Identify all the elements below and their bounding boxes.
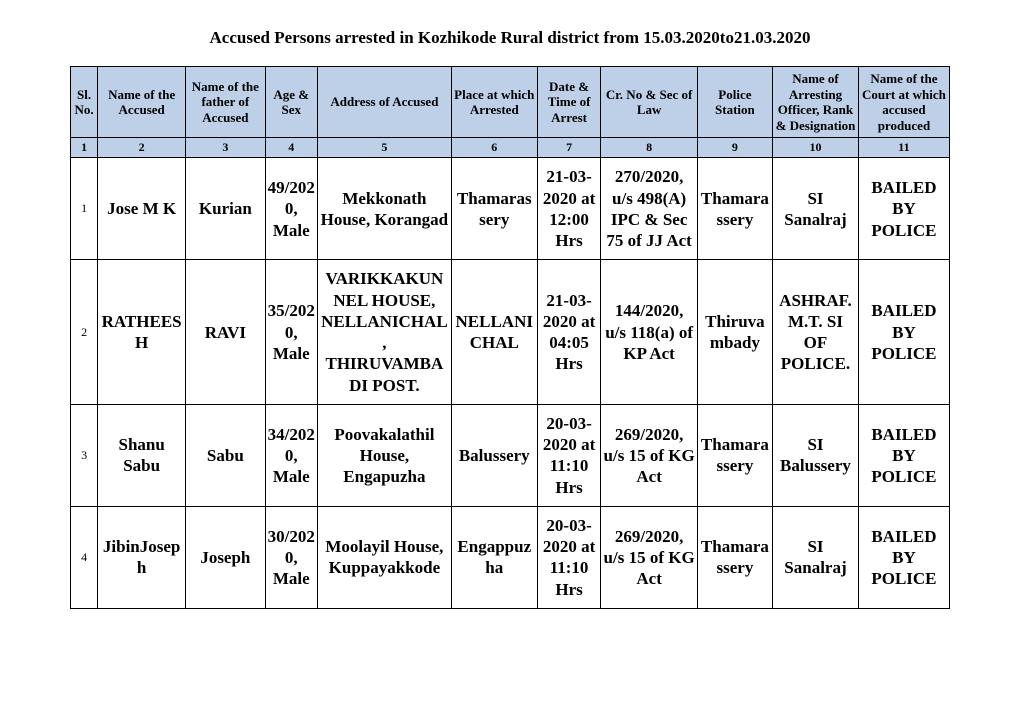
col-num: 7 (537, 138, 601, 158)
cell-court: BAILED BY POLICE (858, 506, 949, 608)
col-num: 5 (317, 138, 451, 158)
cell-sl: 2 (71, 260, 98, 405)
cell-name: Jose M K (98, 158, 186, 260)
col-num: 8 (601, 138, 697, 158)
cell-father: Joseph (186, 506, 266, 608)
col-header-crno: Cr. No & Sec of Law (601, 67, 697, 138)
cell-sl: 3 (71, 404, 98, 506)
col-num: 10 (773, 138, 859, 158)
col-header-officer: Name of Arresting Officer, Rank & Design… (773, 67, 859, 138)
col-header-sl: Sl. No. (71, 67, 98, 138)
col-num: 6 (451, 138, 537, 158)
cell-place: Engappuzha (451, 506, 537, 608)
cell-court: BAILED BY POLICE (858, 260, 949, 405)
table-row: 3 Shanu Sabu Sabu 34/2020, Male Poovakal… (71, 404, 950, 506)
col-num: 4 (265, 138, 317, 158)
cell-date: 21-03-2020 at 12:00 Hrs (537, 158, 601, 260)
page-title: Accused Persons arrested in Kozhikode Ru… (70, 28, 950, 48)
cell-sl: 4 (71, 506, 98, 608)
col-num: 2 (98, 138, 186, 158)
col-num: 9 (697, 138, 772, 158)
col-header-father: Name of the father of Accused (186, 67, 266, 138)
cell-age: 35/2020, Male (265, 260, 317, 405)
cell-father: Sabu (186, 404, 266, 506)
cell-age: 49/2020, Male (265, 158, 317, 260)
cell-court: BAILED BY POLICE (858, 404, 949, 506)
cell-address: Mekkonath House, Korangad (317, 158, 451, 260)
table-row: 4 JibinJoseph Joseph 30/2020, Male Moola… (71, 506, 950, 608)
cell-date: 21-03-2020 at 04:05 Hrs (537, 260, 601, 405)
col-header-address: Address of Accused (317, 67, 451, 138)
cell-station: Thamarassery (697, 158, 772, 260)
cell-age: 30/2020, Male (265, 506, 317, 608)
table-row: 2 RATHEESH RAVI 35/2020, Male VARIKKAKUN… (71, 260, 950, 405)
table-row: 1 Jose M K Kurian 49/2020, Male Mekkonat… (71, 158, 950, 260)
col-header-place: Place at which Arrested (451, 67, 537, 138)
cell-officer: SI Sanalraj (773, 506, 859, 608)
col-num: 3 (186, 138, 266, 158)
cell-address: VARIKKAKUNNEL HOUSE, NELLANICHAL, THIRUV… (317, 260, 451, 405)
cell-date: 20-03-2020 at 11:10 Hrs (537, 506, 601, 608)
cell-father: RAVI (186, 260, 266, 405)
cell-officer: SI Sanalraj (773, 158, 859, 260)
cell-age: 34/2020, Male (265, 404, 317, 506)
cell-name: JibinJoseph (98, 506, 186, 608)
cell-address: Poovakalathil House, Engapuzha (317, 404, 451, 506)
cell-name: Shanu Sabu (98, 404, 186, 506)
cell-crno: 144/2020, u/s 118(a) of KP Act (601, 260, 697, 405)
table-num-row: 1 2 3 4 5 6 7 8 9 10 11 (71, 138, 950, 158)
cell-address: Moolayil House, Kuppayakkode (317, 506, 451, 608)
cell-date: 20-03-2020 at 11:10 Hrs (537, 404, 601, 506)
col-header-age: Age & Sex (265, 67, 317, 138)
cell-father: Kurian (186, 158, 266, 260)
col-header-date: Date & Time of Arrest (537, 67, 601, 138)
col-num: 1 (71, 138, 98, 158)
cell-place: NELLANICHAL (451, 260, 537, 405)
cell-officer: ASHRAF. M.T. SI OF POLICE. (773, 260, 859, 405)
cell-court: BAILED BY POLICE (858, 158, 949, 260)
cell-crno: 270/2020, u/s 498(A) IPC & Sec 75 of JJ … (601, 158, 697, 260)
cell-station: Thiruvambady (697, 260, 772, 405)
col-header-court: Name of the Court at which accused produ… (858, 67, 949, 138)
col-header-name: Name of the Accused (98, 67, 186, 138)
cell-crno: 269/2020, u/s 15 of KG Act (601, 404, 697, 506)
cell-place: Thamarassery (451, 158, 537, 260)
cell-name: RATHEESH (98, 260, 186, 405)
col-header-station: Police Station (697, 67, 772, 138)
cell-crno: 269/2020, u/s 15 of KG Act (601, 506, 697, 608)
cell-station: Thamarassery (697, 404, 772, 506)
cell-officer: SI Balussery (773, 404, 859, 506)
cell-station: Thamarassery (697, 506, 772, 608)
cell-place: Balussery (451, 404, 537, 506)
col-num: 11 (858, 138, 949, 158)
table-header-row: Sl. No. Name of the Accused Name of the … (71, 67, 950, 138)
arrest-table: Sl. No. Name of the Accused Name of the … (70, 66, 950, 609)
cell-sl: 1 (71, 158, 98, 260)
